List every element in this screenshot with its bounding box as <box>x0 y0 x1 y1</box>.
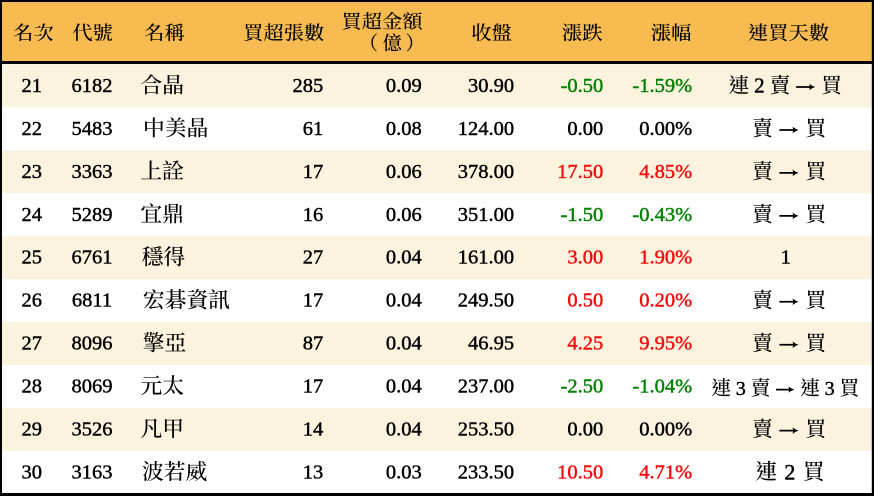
svg-text:21: 21 <box>21 75 42 97</box>
svg-text:3: 3 <box>736 378 746 400</box>
svg-text:-2.50: -2.50 <box>561 376 604 398</box>
svg-text:17: 17 <box>303 376 324 398</box>
svg-text:0.09: 0.09 <box>386 75 422 97</box>
svg-text:1: 1 <box>781 247 791 269</box>
svg-text:4.71%: 4.71% <box>639 462 692 484</box>
svg-text:17.50: 17.50 <box>557 161 603 183</box>
svg-text:87: 87 <box>303 333 324 355</box>
svg-text:0.00%: 0.00% <box>639 419 692 441</box>
svg-text:0.04: 0.04 <box>386 376 422 398</box>
svg-text:-0.43%: -0.43% <box>632 204 692 226</box>
svg-text:0.06: 0.06 <box>386 204 422 226</box>
svg-text:1.90%: 1.90% <box>639 247 692 269</box>
svg-text:0.04: 0.04 <box>386 333 422 355</box>
svg-text:249.50: 249.50 <box>458 290 514 312</box>
svg-text:4.85%: 4.85% <box>639 161 692 183</box>
svg-text:9.95%: 9.95% <box>639 333 692 355</box>
svg-text:16: 16 <box>303 204 324 226</box>
svg-text:61: 61 <box>303 118 324 140</box>
svg-text:22: 22 <box>21 118 42 140</box>
svg-text:0.04: 0.04 <box>386 290 422 312</box>
svg-text:233.50: 233.50 <box>458 462 514 484</box>
svg-text:0.08: 0.08 <box>386 118 422 140</box>
svg-text:24: 24 <box>21 204 42 226</box>
svg-text:-1.59%: -1.59% <box>632 75 692 97</box>
svg-text:0.04: 0.04 <box>386 419 422 441</box>
svg-text:2: 2 <box>754 74 765 98</box>
svg-text:3: 3 <box>825 378 835 400</box>
svg-text:0.06: 0.06 <box>386 161 422 183</box>
svg-text:0.20%: 0.20% <box>639 290 692 312</box>
svg-text:-1.50: -1.50 <box>561 204 604 226</box>
svg-text:14: 14 <box>303 419 324 441</box>
svg-text:124.00: 124.00 <box>458 118 514 140</box>
svg-text:27: 27 <box>21 333 42 355</box>
svg-text:351.00: 351.00 <box>458 204 514 226</box>
svg-text:2: 2 <box>784 459 795 484</box>
svg-text:3163: 3163 <box>72 462 113 484</box>
svg-text:5483: 5483 <box>72 118 113 140</box>
svg-text:5289: 5289 <box>72 204 113 226</box>
svg-text:-0.50: -0.50 <box>561 75 604 97</box>
svg-text:0.00%: 0.00% <box>639 118 692 140</box>
svg-text:27: 27 <box>303 247 324 269</box>
svg-text:26: 26 <box>21 290 42 312</box>
svg-text:285: 285 <box>293 75 324 97</box>
svg-text:253.50: 253.50 <box>458 419 514 441</box>
svg-text:17: 17 <box>303 161 324 183</box>
svg-text:0.00: 0.00 <box>567 419 603 441</box>
svg-text:6182: 6182 <box>72 75 113 97</box>
svg-text:-1.04%: -1.04% <box>632 376 692 398</box>
svg-text:8069: 8069 <box>72 376 113 398</box>
svg-text:0.50: 0.50 <box>567 290 603 312</box>
svg-text:3363: 3363 <box>72 161 113 183</box>
svg-text:0.00: 0.00 <box>567 118 603 140</box>
svg-text:6761: 6761 <box>72 247 113 269</box>
svg-text:0.03: 0.03 <box>386 462 422 484</box>
svg-text:0.04: 0.04 <box>386 247 422 269</box>
svg-text:30.90: 30.90 <box>468 75 514 97</box>
svg-text:10.50: 10.50 <box>557 462 603 484</box>
svg-text:8096: 8096 <box>72 333 113 355</box>
svg-text:161.00: 161.00 <box>458 247 514 269</box>
svg-text:13: 13 <box>303 462 324 484</box>
svg-text:4.25: 4.25 <box>567 333 603 355</box>
svg-text:6811: 6811 <box>72 290 112 312</box>
svg-text:237.00: 237.00 <box>458 376 514 398</box>
svg-text:46.95: 46.95 <box>468 333 514 355</box>
svg-text:30: 30 <box>21 462 42 484</box>
svg-text:29: 29 <box>21 419 42 441</box>
svg-text:17: 17 <box>303 290 324 312</box>
svg-text:28: 28 <box>21 376 42 398</box>
svg-text:25: 25 <box>21 247 42 269</box>
svg-text:3526: 3526 <box>72 419 113 441</box>
svg-text:3.00: 3.00 <box>567 247 603 269</box>
svg-text:378.00: 378.00 <box>458 161 514 183</box>
svg-text:23: 23 <box>21 161 42 183</box>
